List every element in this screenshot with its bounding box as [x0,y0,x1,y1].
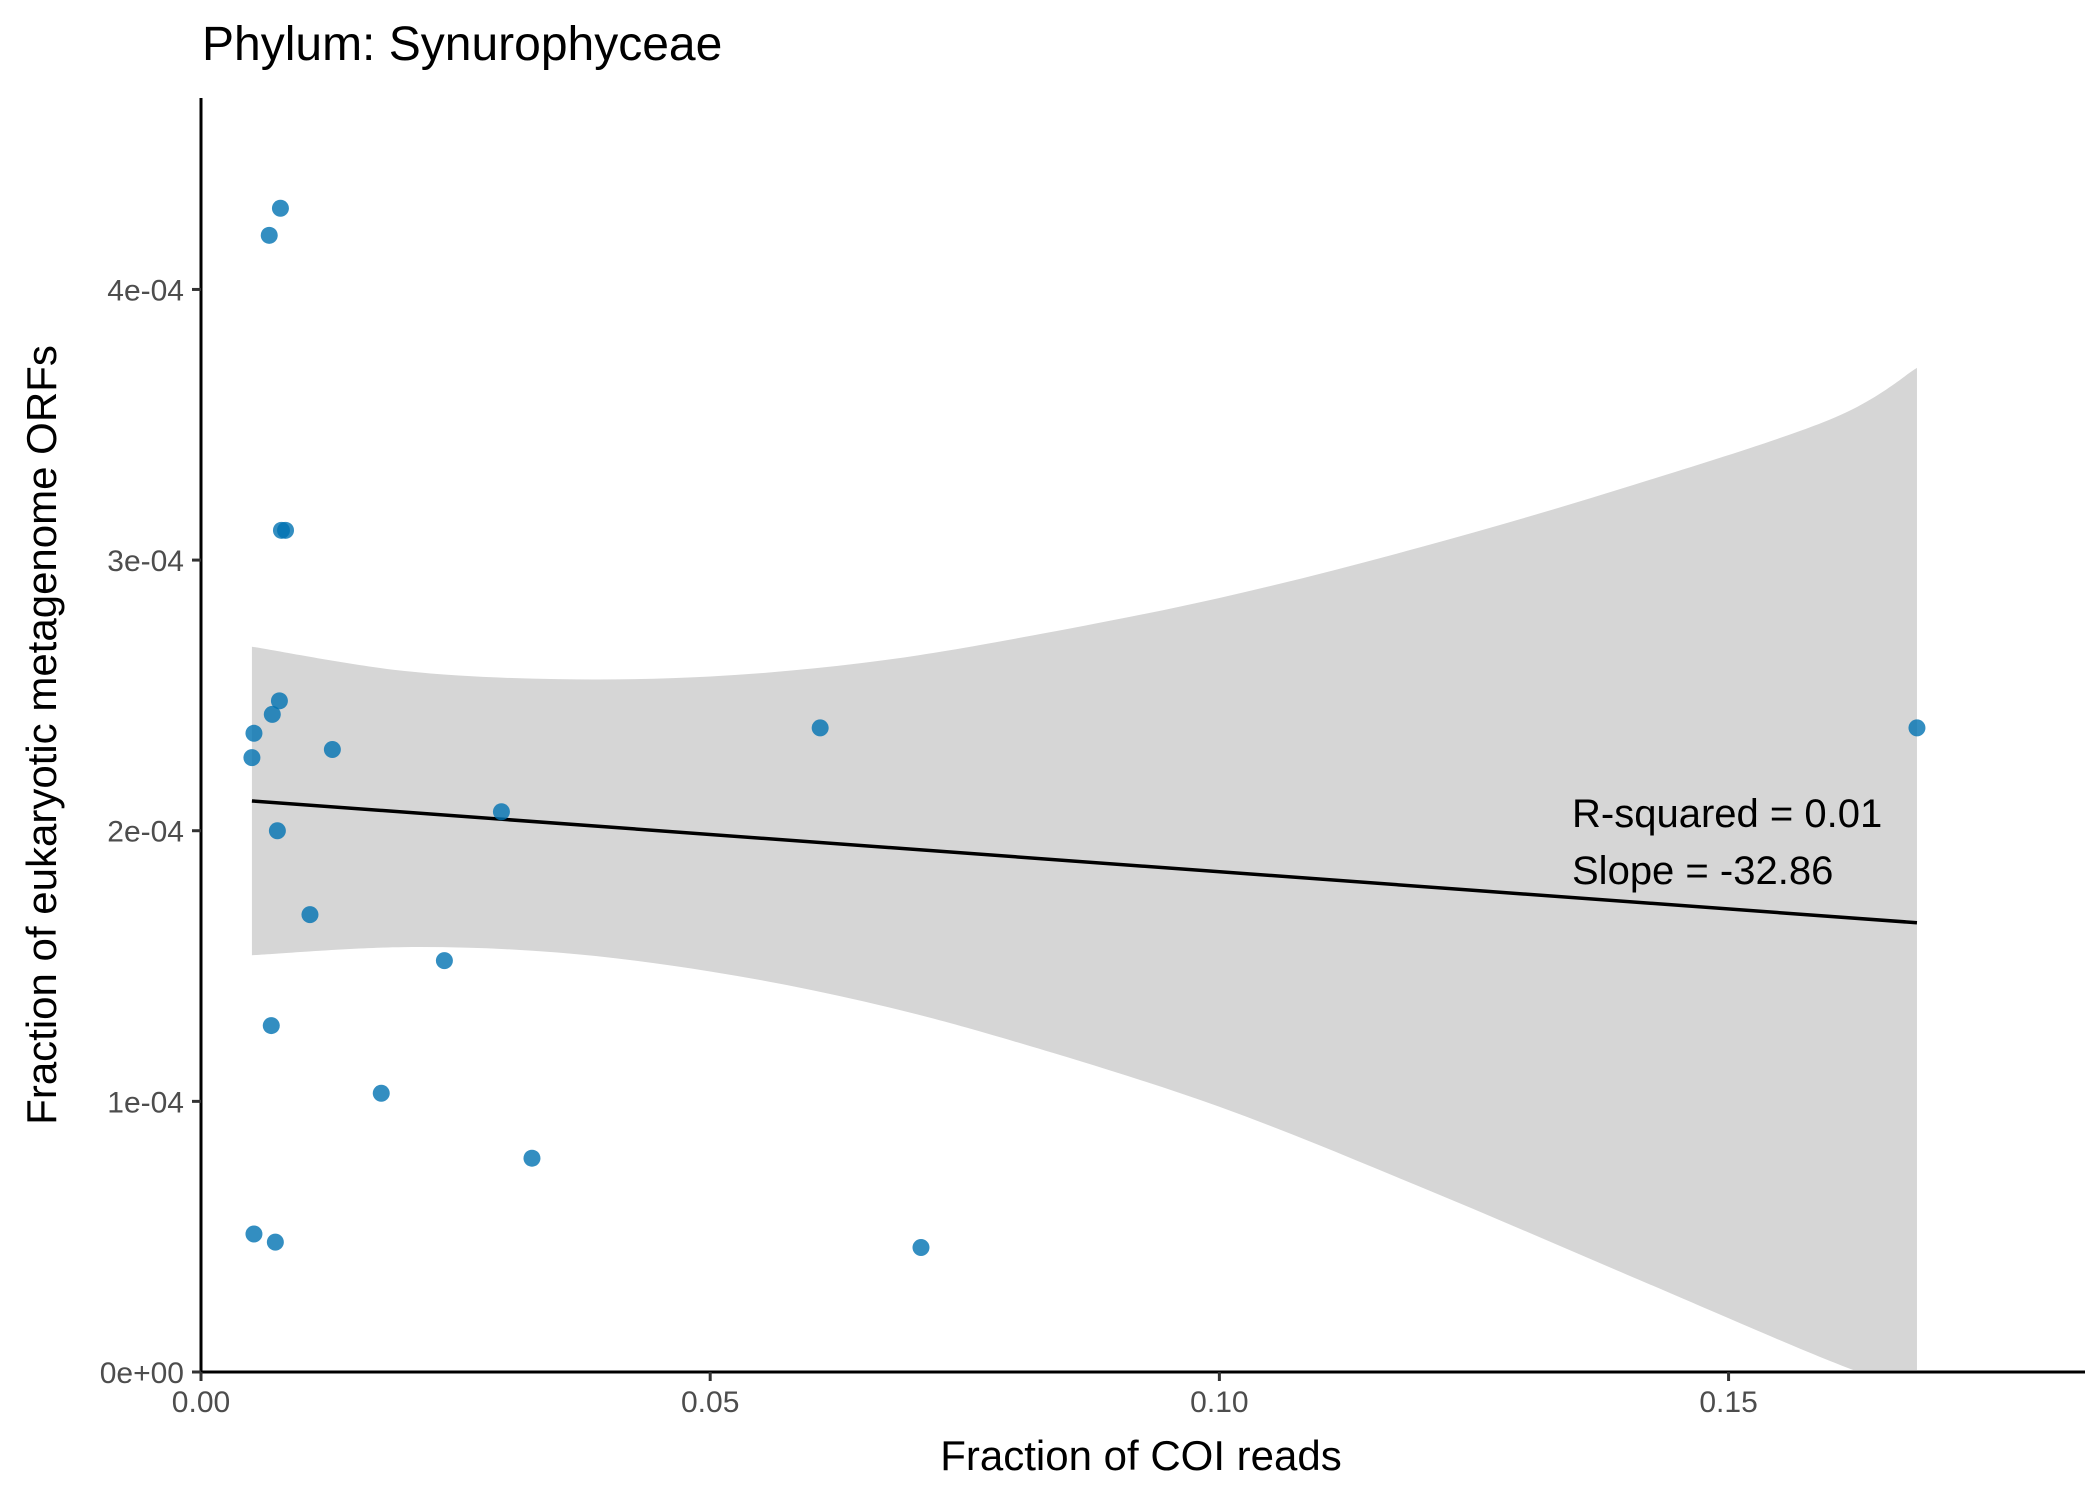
y-tick-label: 0e+00 [100,1357,184,1390]
x-tick-label: 0.15 [1699,1386,1757,1419]
confidence-band [251,367,1917,1370]
regression-line [251,799,1918,925]
x-tick-label: 0.05 [681,1386,739,1419]
data-point [260,226,278,244]
data-point [1908,719,1926,737]
data-point [243,749,261,767]
data-point [912,1239,930,1257]
data-point [263,705,281,723]
y-tick-label: 3e-04 [107,545,184,578]
y-tick-label: 1e-04 [107,1086,184,1119]
data-point [270,692,288,710]
data-point [245,724,263,742]
data-point [266,1233,284,1251]
data-point [435,952,453,970]
y-tick-label: 2e-04 [107,816,184,849]
data-point [372,1084,390,1102]
data-point [245,1225,263,1243]
y-axis-title: Fraction of eukaryotic metagenome ORFs [18,345,65,1125]
y-tick-label: 4e-04 [107,274,184,307]
x-axis-ticks: 0.00 0.05 0.10 0.15 [172,1372,1758,1419]
x-tick-label: 0.00 [172,1386,230,1419]
data-point [323,741,341,759]
x-tick-label: 0.10 [1190,1386,1248,1419]
x-axis-title: Fraction of COI reads [940,1432,1341,1479]
slope-annotation: Slope = -32.86 [1572,849,1833,893]
data-point [523,1149,541,1167]
data-point [811,719,829,737]
data-point [301,906,319,924]
y-axis-ticks: 0e+00 1e-04 2e-04 3e-04 4e-04 [100,274,201,1390]
chart-title: Phylum: Synurophyceae [202,18,722,71]
r-squared-annotation: R-squared = 0.01 [1572,792,1882,836]
data-point [271,199,289,217]
data-point [268,822,286,840]
data-points [243,199,1926,1257]
data-point [492,803,510,821]
data-point [262,1017,280,1035]
data-point [277,521,295,539]
